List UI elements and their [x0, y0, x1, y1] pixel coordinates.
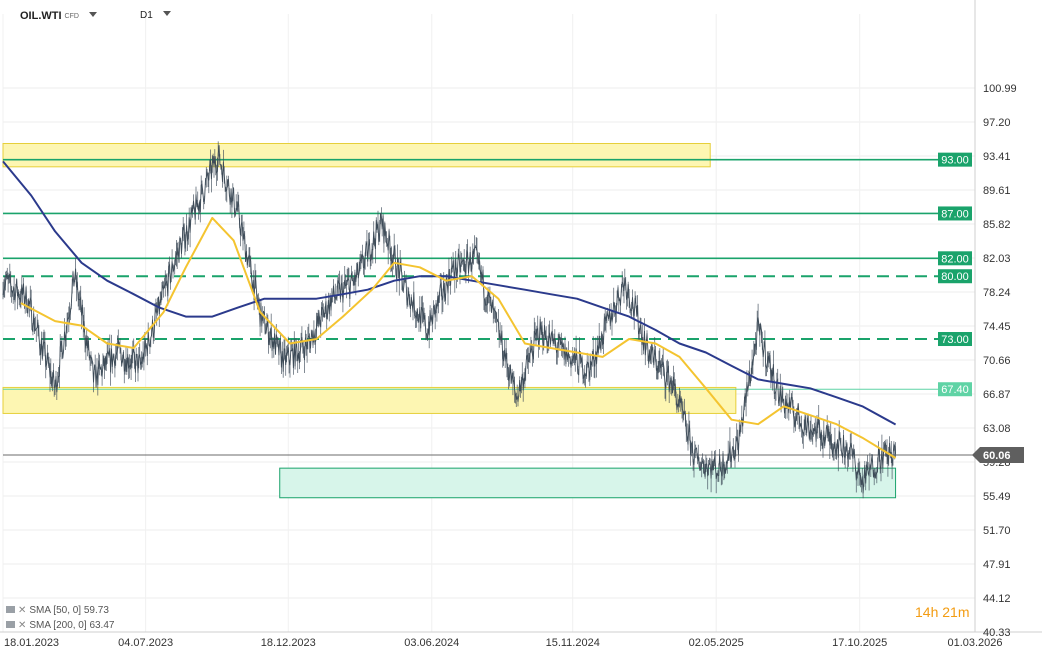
current-price-label: 60.06 [983, 450, 1011, 462]
timer-minutes: 21 [942, 604, 958, 620]
indicator-label: SMA [200, 0] [29, 620, 87, 631]
y-tick-label: 55.49 [983, 491, 1011, 503]
y-tick-label: 85.82 [983, 219, 1011, 231]
y-tick-label: 100.99 [983, 83, 1017, 95]
indicator-label: SMA [50, 0] [29, 605, 82, 616]
level-badge [938, 382, 972, 397]
x-tick-label: 01.03.2026 [947, 637, 1002, 649]
zone-yellow [2, 386, 737, 414]
indicator-value: 59.73 [83, 605, 109, 616]
y-tick-label: 97.20 [983, 117, 1011, 129]
chevron-down-icon [162, 11, 171, 16]
indicator-legend-sma50[interactable]: ✕ SMA [50, 0] 59.73 [6, 605, 109, 616]
level-badge [938, 251, 972, 266]
price-series [2, 141, 897, 499]
indicator-menu-icon[interactable] [6, 606, 15, 613]
level-label: 87.00 [941, 208, 969, 220]
timer-hours: 14 [915, 604, 931, 620]
x-tick-label: 17.10.2025 [832, 637, 887, 649]
symbol-type: CFD [64, 13, 79, 20]
level-badge [938, 152, 972, 167]
x-tick-label: 18.12.2023 [261, 637, 316, 649]
zones [2, 143, 897, 499]
timer-hours-unit: h [930, 604, 939, 620]
chevron-down-icon [88, 12, 97, 17]
level-label: 67.40 [941, 384, 969, 396]
price-candles [2, 141, 896, 499]
level-label: 73.00 [941, 334, 969, 346]
symbol-selector[interactable]: OIL.WTI CFD [20, 10, 97, 22]
close-icon[interactable]: ✕ [18, 620, 27, 631]
y-tick-label: 63.08 [983, 423, 1011, 435]
y-tick-label: 82.03 [983, 253, 1011, 265]
y-tick-label: 89.61 [983, 185, 1011, 197]
level-label: 80.00 [941, 271, 969, 283]
x-tick-label: 18.01.2023 [4, 637, 59, 649]
zone-yellow [2, 143, 711, 168]
level-badge [938, 269, 972, 284]
price-line [2, 145, 897, 494]
y-tick-label: 47.91 [983, 559, 1011, 571]
sma-50-line [20, 216, 897, 459]
timeframe-selector[interactable]: D1 [140, 10, 171, 21]
candle-countdown: 14h 21m [915, 604, 970, 620]
timeframe-label: D1 [140, 10, 153, 21]
price-axis[interactable]: 100.99 97.20 93.41 89.61 85.82 82.03 78.24 74.4… [983, 83, 1017, 639]
y-tick-label: 74.45 [983, 321, 1011, 333]
indicator-menu-icon[interactable] [6, 621, 15, 628]
y-tick-label: 40.33 [983, 627, 1011, 639]
level-label: 93.00 [941, 155, 969, 167]
zone-green [279, 467, 897, 499]
close-icon[interactable]: ✕ [18, 605, 27, 616]
symbol-name: OIL.WTI [20, 10, 62, 22]
y-tick-label: 44.12 [983, 593, 1011, 605]
x-tick-label: 02.05.2025 [689, 637, 744, 649]
horizontal-levels[interactable] [3, 158, 975, 456]
y-tick-label: 51.70 [983, 525, 1011, 537]
level-label: 82.00 [941, 253, 969, 265]
y-tick-label: 70.66 [983, 355, 1011, 367]
indicator-value: 63.47 [89, 620, 115, 631]
x-tick-label: 04.07.2023 [118, 637, 173, 649]
time-axis[interactable]: 18.01.2023 04.07.2023 18.12.2023 03.06.2024… [4, 637, 1003, 649]
level-badge [938, 332, 972, 347]
current-price-badge [972, 447, 1024, 464]
level-badge [938, 206, 972, 221]
moving-averages [2, 160, 897, 459]
sma-200-line [2, 160, 897, 426]
y-tick-label: 66.87 [983, 389, 1011, 401]
x-tick-label: 15.11.2024 [546, 637, 600, 649]
indicator-legend-sma200[interactable]: ✕ SMA [200, 0] 63.47 [6, 620, 114, 631]
y-tick-label: 78.24 [983, 287, 1011, 299]
timer-minutes-unit: m [957, 604, 970, 620]
level-labels: 93.00 87.00 82.00 80.00 73.00 67.40 60.06 [938, 152, 1024, 464]
y-tick-label: 93.41 [983, 151, 1011, 163]
x-tick-label: 03.06.2024 [404, 637, 459, 649]
